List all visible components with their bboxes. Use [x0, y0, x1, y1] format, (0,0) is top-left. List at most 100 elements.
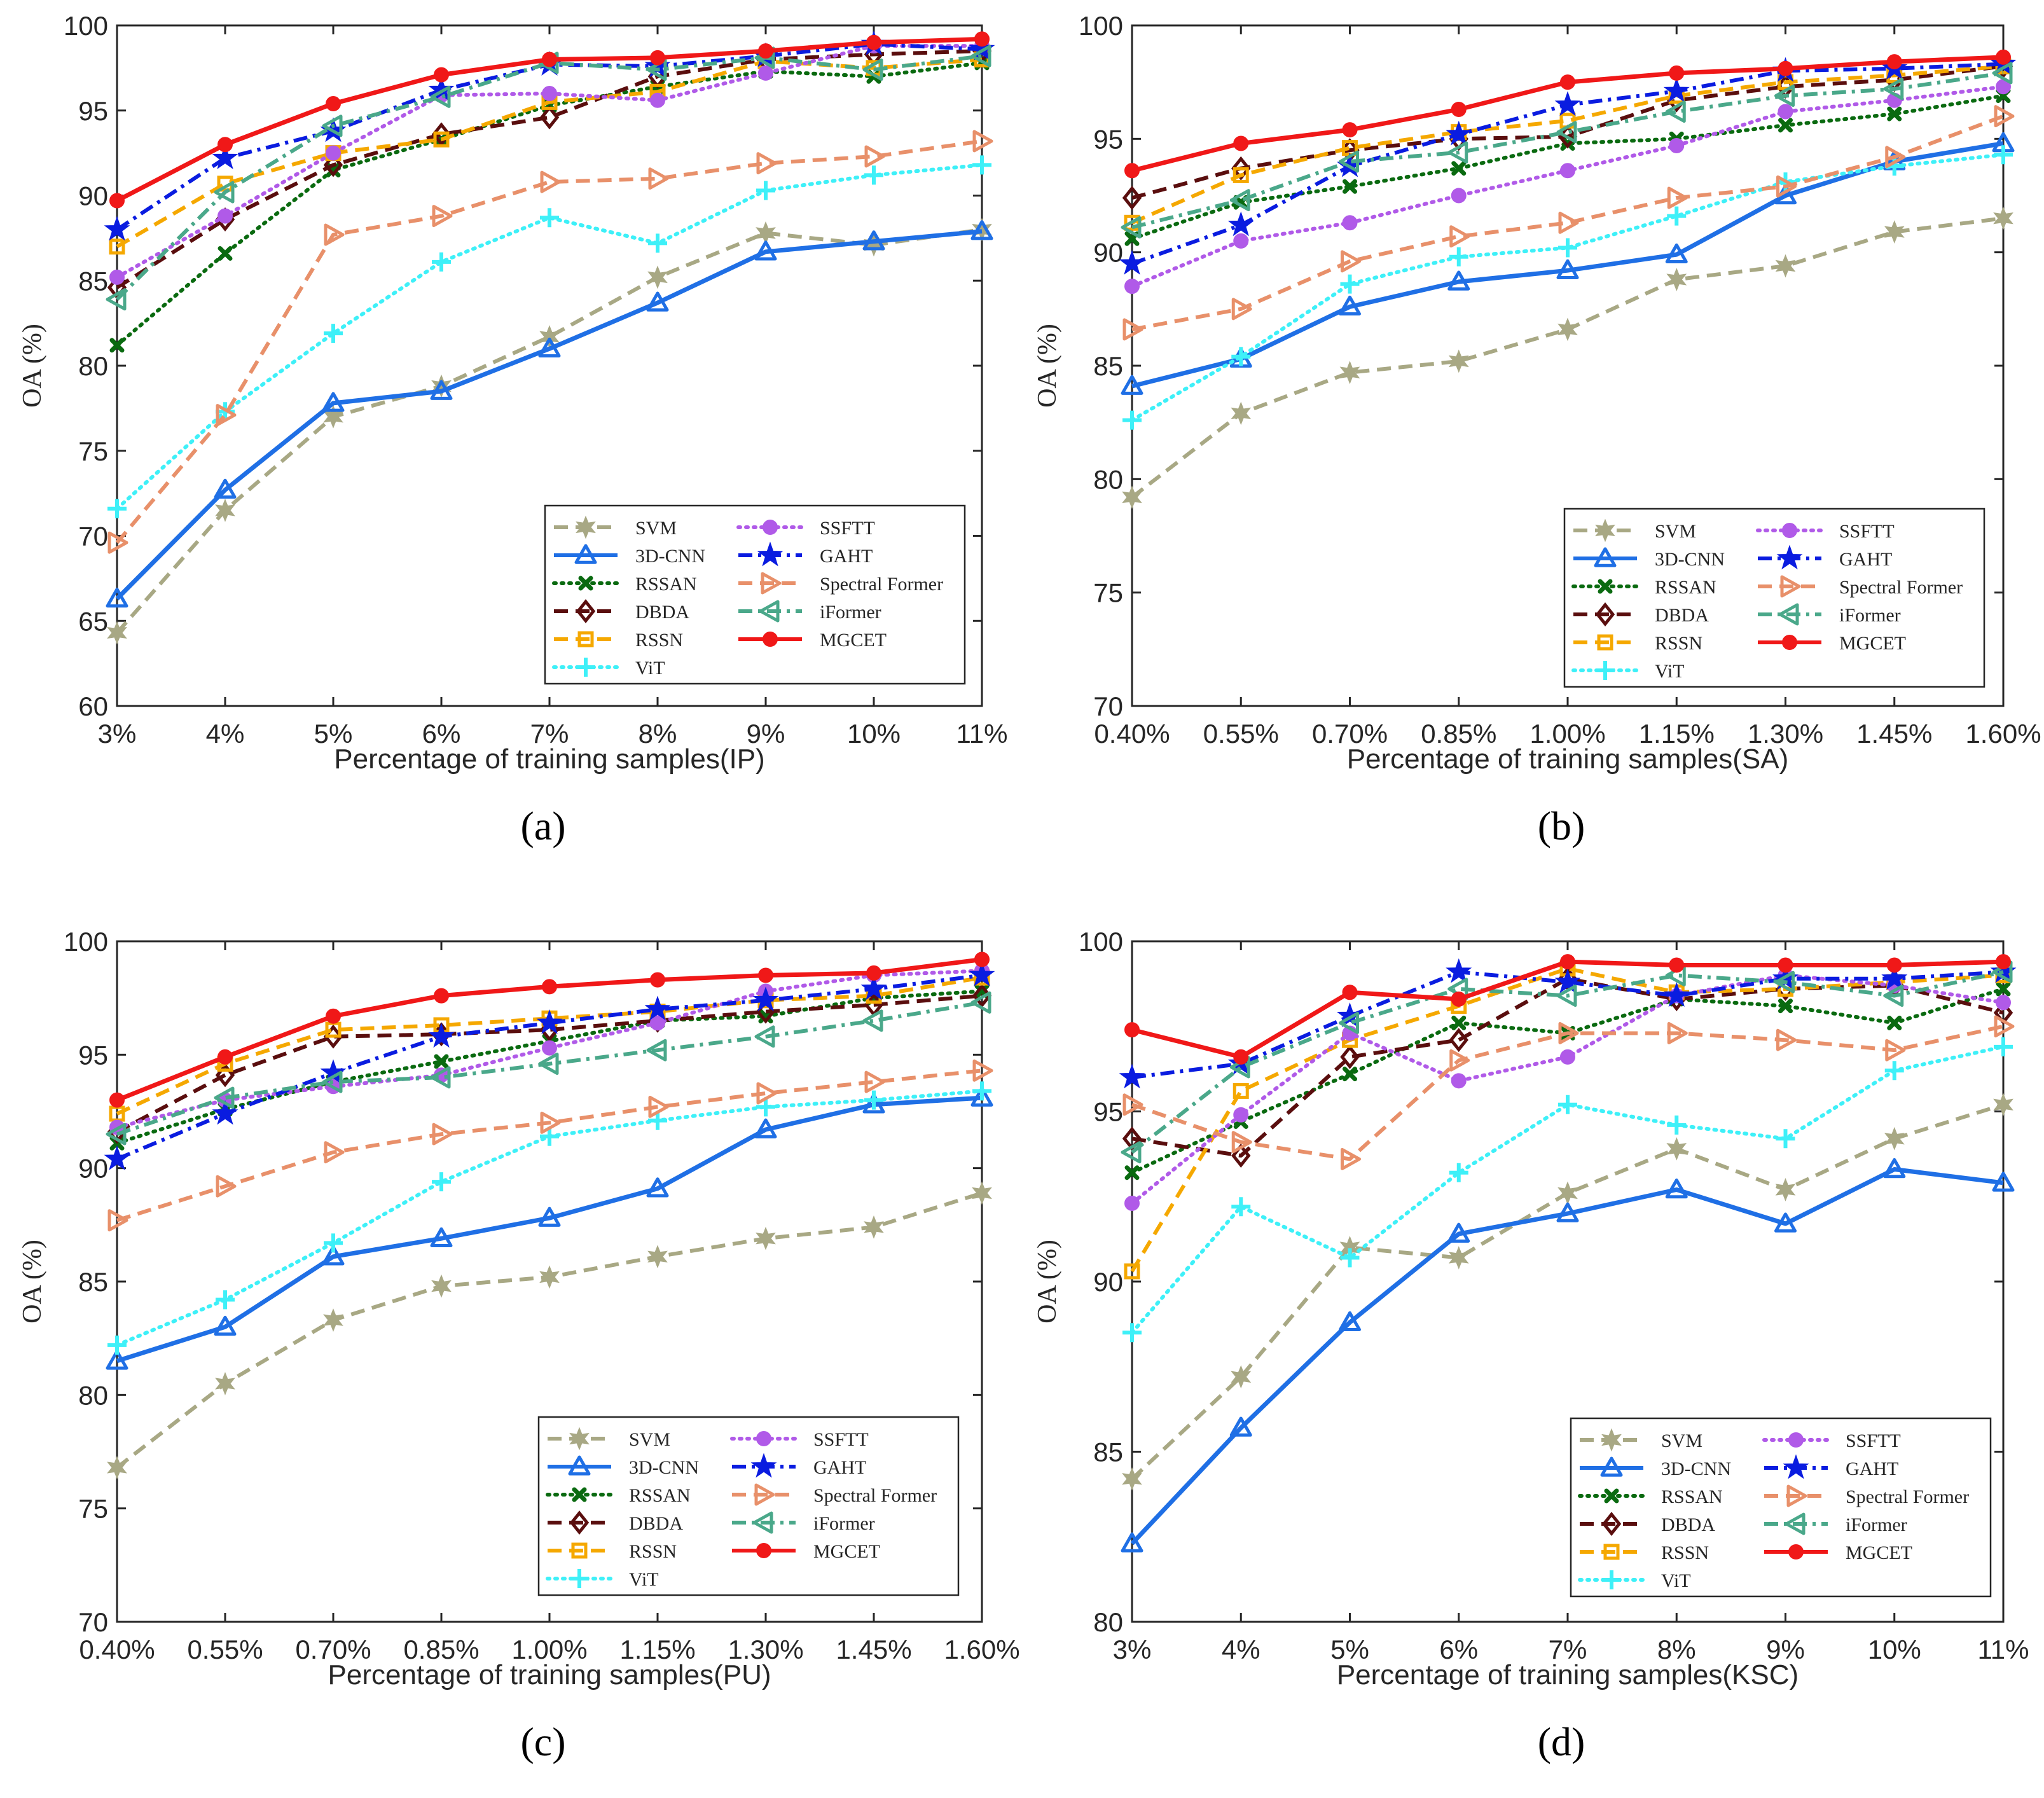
panel-a-ytick-label: 90 [78, 181, 108, 211]
panel-c-legend-marker-3d-cnn [568, 1455, 591, 1476]
panel-c-ytick-label: 95 [78, 1040, 108, 1070]
panel-b-series-svm-point [1775, 254, 1796, 278]
panel-d-xtick-label: 10% [1868, 1635, 1921, 1664]
panel-a-series-dbda-point [539, 105, 560, 130]
panel-c-series-spectral-former-point [648, 1095, 669, 1118]
panel-d-series-3d-cnn-point [1883, 1158, 1906, 1179]
panel-c-legend-marker-dbda [569, 1510, 590, 1535]
panel-d-series-dbda-line [1131, 976, 2004, 1158]
panel-b-series-rssan-point [1343, 179, 1357, 194]
panel-a-series-spectral-former-point [216, 404, 237, 427]
panel-c-series-gaht-point [428, 1023, 455, 1048]
panel-a-xtick-label: 6% [422, 719, 461, 749]
panel-d-series-gaht-line [1131, 970, 2004, 1079]
panel-b-legend-entry-gaht: GAHT [1758, 544, 1892, 570]
panel-d-series-spectral-former-line [1131, 1024, 2004, 1161]
panel-c-legend-text-spectral-former: Spectral Former [813, 1485, 937, 1506]
panel-d-series-rssan-point [1451, 1015, 1467, 1030]
panel-b-series-spectral-former-point [1231, 298, 1252, 321]
panel-b-series-rssan-line [1130, 93, 2005, 241]
panel-b-series-spectral-former-point [1449, 225, 1470, 248]
panel-c-xtick-label: 0.70% [295, 1635, 371, 1664]
panel-c-series-dbda-point [215, 1063, 235, 1088]
panel-c-legend-marker-mgcet [756, 1543, 771, 1558]
panel-d-series-dbda-point [1449, 1028, 1468, 1053]
panel-b-series-gaht-point [1227, 211, 1254, 237]
panel-a-series-gaht-point [212, 144, 238, 170]
panel-c-series-iformer [106, 991, 991, 1145]
panel-c-series-mgcet-point [974, 951, 990, 967]
panel-d-series-iformer-point [1774, 971, 1795, 993]
panel-b-series-mgcet-point [1560, 74, 1575, 90]
panel-b-series-iformer-point [1556, 121, 1577, 144]
panel-d-series-vit-point [1231, 1197, 1251, 1217]
panel-c-legend-text-vit: ViT [629, 1569, 659, 1590]
panel-c-series-iformer-point [322, 1070, 343, 1093]
panel-d-series-vit-point [1122, 1323, 1142, 1343]
panel-b-series-mgcet-point [1778, 60, 1793, 76]
panel-a-series-spectral-former-point [324, 223, 345, 246]
panel-b-series-spectral-former-point [1667, 186, 1688, 209]
panel-b-series-ssftt-point [1560, 163, 1575, 179]
panel-a-series-3d-cnn-point [970, 220, 993, 240]
panel-c-series-vit-point [756, 1097, 775, 1117]
panel-b-series-iformer-point [1665, 100, 1686, 123]
panel-a-legend-marker-dbda [576, 598, 596, 624]
panel-b-legend-entry-spectral-former: Spectral Former [1758, 575, 1963, 598]
panel-a-legend-box [544, 504, 966, 685]
panel-b-xtick-label: 0.70% [1312, 719, 1388, 749]
panel-d-series-rssan-point [1124, 1165, 1140, 1180]
panel-d-series-mgcet-point [1560, 954, 1575, 970]
panel-c-series-vit-point [432, 1172, 451, 1192]
panel-a-series-3d-cnn-point [106, 587, 128, 608]
panel-a-legend-marker-spectral-former [761, 572, 782, 595]
panel-a-series-3d-cnn [106, 220, 993, 608]
panel-c-series-iformer-point [106, 1123, 127, 1145]
panel-b-ytick-label: 95 [1093, 124, 1123, 154]
panel-a-series-mgcet-point [109, 193, 125, 209]
panel-a-series-iformer-point [106, 288, 127, 311]
panel-a-series-spectral-former-point [107, 531, 128, 554]
panel-c-series-spectral-former [107, 1059, 993, 1232]
panel-a-series-svm-point [972, 218, 992, 242]
panel-b-series-ssftt-point [1451, 188, 1467, 204]
panel-a-legend-text-dbda: DBDA [635, 602, 689, 623]
panel-d-legend-marker-rssn [1603, 1544, 1620, 1560]
panel-d-y-axis-label: OA (%) [1033, 1240, 1062, 1324]
panel-c-legend: SVM 3D-CNN RSSAN DBDA RSSN ViT SSFTT GAHT Spectr… [537, 1416, 960, 1596]
panel-b-series-iformer-point [1447, 141, 1468, 164]
panel-b-x-axis-label: Percentage of training samples(SA) [1347, 743, 1789, 775]
panel-c-series-mgcet [109, 951, 990, 1108]
panel-b-xtick-label: 0.85% [1421, 719, 1496, 749]
panel-b-series-mgcet-point [1451, 101, 1467, 117]
panel-d-series-svm-point [1122, 1467, 1142, 1491]
panel-b-series-3d-cnn-point [1665, 243, 1688, 263]
panel-a-ytick-label: 95 [78, 96, 108, 126]
panel-d-series-svm [1122, 1093, 2013, 1491]
panel-c-series-gaht [104, 961, 995, 1170]
panel-a-series-3d-cnn-point [214, 478, 237, 499]
panel-a-ytick-label: 100 [64, 11, 108, 41]
panel-d-series-mgcet-point [1996, 954, 2011, 970]
panel-a-series-vit-point [756, 181, 775, 200]
panel-c-series-ssftt-point [650, 1015, 665, 1031]
panel-a-series-ssftt-point [542, 86, 557, 101]
panel-c-legend-text-rssan: RSSAN [629, 1485, 691, 1506]
panel-c-xtick-label: 1.00% [511, 1635, 587, 1664]
panel-d-series-spectral-former-point [1776, 1028, 1797, 1051]
panel-c-legend-marker-vit [570, 1569, 589, 1588]
panel-d-series-svm-point [1884, 1126, 1905, 1151]
panel-d-series-vit-line [1130, 1044, 2005, 1335]
panel-a-series-mgcet-point [650, 50, 665, 66]
panel-a-ytick-label: 60 [78, 691, 108, 721]
panel-a-series-spectral-former-point [972, 130, 993, 153]
panel-a-series-dbda-point [323, 153, 343, 177]
panel-a-xtick-label: 10% [847, 719, 901, 749]
panel-c-ytick-label: 85 [78, 1267, 108, 1297]
panel-a-series-iformer-point [430, 85, 451, 108]
panel-d-series-rssan-point [1996, 981, 2011, 997]
panel-d-series-3d-cnn-point [1774, 1212, 1797, 1233]
panel-d-legend-text-3d-cnn: 3D-CNN [1661, 1458, 1731, 1479]
panel-b-series-gaht-point [1119, 249, 1145, 275]
panel-a-legend-marker-gaht [757, 541, 784, 567]
